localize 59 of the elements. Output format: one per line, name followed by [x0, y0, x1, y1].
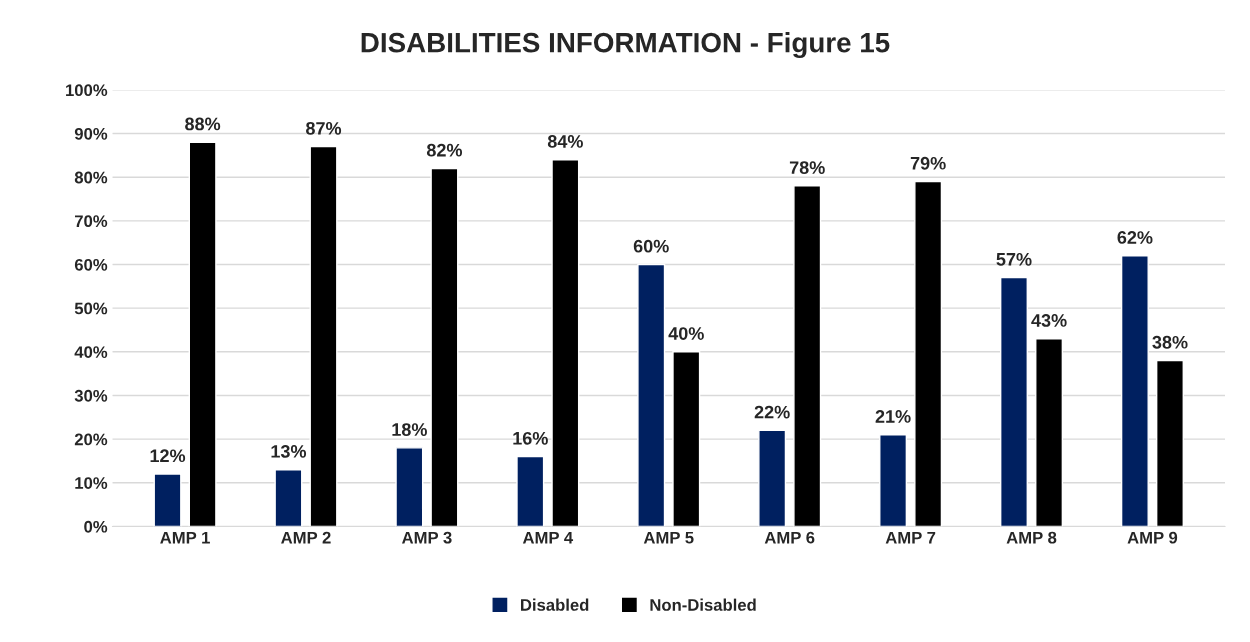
y-tick-label: 100% [66, 84, 108, 97]
x-tick-label: AMP 8 [1006, 531, 1057, 544]
bar [516, 455, 545, 527]
y-tick-label: 30% [74, 389, 108, 402]
data-label: 60% [633, 239, 669, 253]
data-label: 13% [271, 445, 307, 458]
data-label: 62% [1117, 231, 1153, 244]
data-label: 78% [789, 161, 825, 175]
bar [999, 276, 1028, 527]
legend-label: Non-Disabled [650, 598, 756, 611]
chart-title: DISABILITIES INFORMATION - Figure 15 [361, 32, 890, 59]
bar [637, 263, 666, 527]
bar [914, 180, 943, 527]
bar [551, 159, 580, 527]
data-label: 21% [875, 410, 911, 423]
data-label: 40% [668, 327, 704, 340]
y-tick-label: 50% [74, 302, 108, 315]
data-label: 16% [513, 431, 548, 445]
x-tick-label: AMP 2 [281, 531, 331, 544]
legend-label: Disabled [521, 598, 589, 611]
data-label: 88% [185, 117, 221, 131]
y-tick-label: 10% [75, 477, 108, 489]
x-tick-label: AMP 4 [522, 531, 574, 544]
x-tick-label: AMP 7 [885, 531, 936, 544]
y-tick-label: 60% [74, 258, 108, 271]
x-tick-label: AMP 1 [160, 531, 210, 544]
x-tick-label: AMP 5 [643, 531, 694, 544]
data-label: 79% [910, 156, 946, 170]
bar [1155, 359, 1184, 527]
bar [793, 185, 822, 527]
y-tick-label: 0% [84, 520, 108, 533]
y-tick-label: 80% [74, 171, 108, 184]
data-label: 84% [547, 135, 583, 148]
data-label: 43% [1031, 314, 1067, 327]
bar [879, 434, 908, 527]
data-label: 12% [150, 449, 186, 463]
data-label: 57% [996, 252, 1032, 266]
x-tick-label: AMP 6 [764, 531, 815, 544]
x-tick-label: AMP 3 [401, 531, 452, 544]
bar [430, 167, 459, 527]
data-label: 82% [426, 143, 463, 157]
bar [188, 141, 217, 527]
x-tick-label: AMP 9 [1127, 531, 1178, 544]
y-tick-label: 20% [74, 433, 108, 446]
y-tick-label: 40% [74, 346, 108, 359]
bar [1035, 338, 1064, 527]
y-tick-label: 90% [74, 127, 108, 140]
bar [1120, 255, 1149, 527]
bar [672, 351, 701, 527]
bar [274, 468, 303, 527]
bar [395, 447, 424, 527]
y-tick-label: 70% [75, 215, 108, 228]
bar [758, 429, 787, 527]
data-label: 18% [392, 423, 427, 436]
data-label: 22% [754, 405, 790, 419]
bar [309, 145, 338, 527]
data-label: 38% [1152, 335, 1188, 349]
data-label: 87% [306, 121, 342, 135]
bar [153, 473, 182, 527]
